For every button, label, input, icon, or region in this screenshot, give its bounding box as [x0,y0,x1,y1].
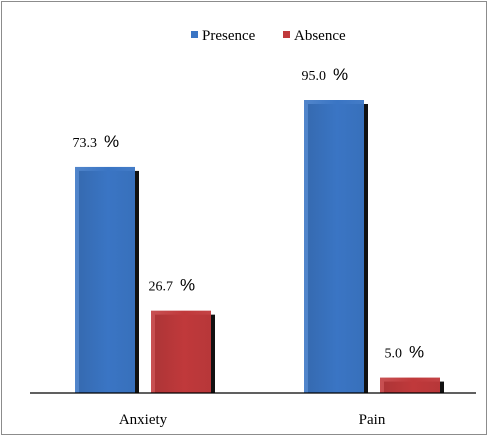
legend-swatch [283,31,290,38]
data-label-unit: % [104,132,119,151]
x-tick-label-pain: Pain [359,412,386,428]
x-tick-label-anxiety: Anxiety [119,412,168,428]
legend-item-presence: Presence [191,28,256,44]
data-label-value: 95.0 [302,69,327,84]
data-label: 26.7% [149,276,196,295]
bar-absence-anxiety [151,310,211,393]
legend: Presence Absence [191,28,346,44]
legend-item-absence: Absence [283,28,346,44]
data-label-value: 5.0 [385,347,403,362]
data-label-unit: % [333,65,348,84]
x-tick-labels: Anxiety Pain [119,412,386,428]
data-labels: 73.3 %26.7 %95.0 %5.0% [73,65,425,362]
bar-presence-pain [304,100,364,393]
bars [75,100,444,393]
legend-swatch [191,31,198,38]
bar-absence-pain [380,377,440,393]
data-label: 5.0% [385,343,425,362]
data-label-value: 26.7 [149,280,174,295]
data-label: 95.0% [302,65,349,84]
data-label-unit: % [409,343,424,362]
data-label-value: 73.3 [73,136,98,151]
legend-label: Absence [294,28,346,44]
data-label: 73.3% [73,132,120,151]
bar-presence-anxiety [75,166,135,393]
legend-label: Presence [202,28,256,44]
data-label-unit: % [180,276,195,295]
